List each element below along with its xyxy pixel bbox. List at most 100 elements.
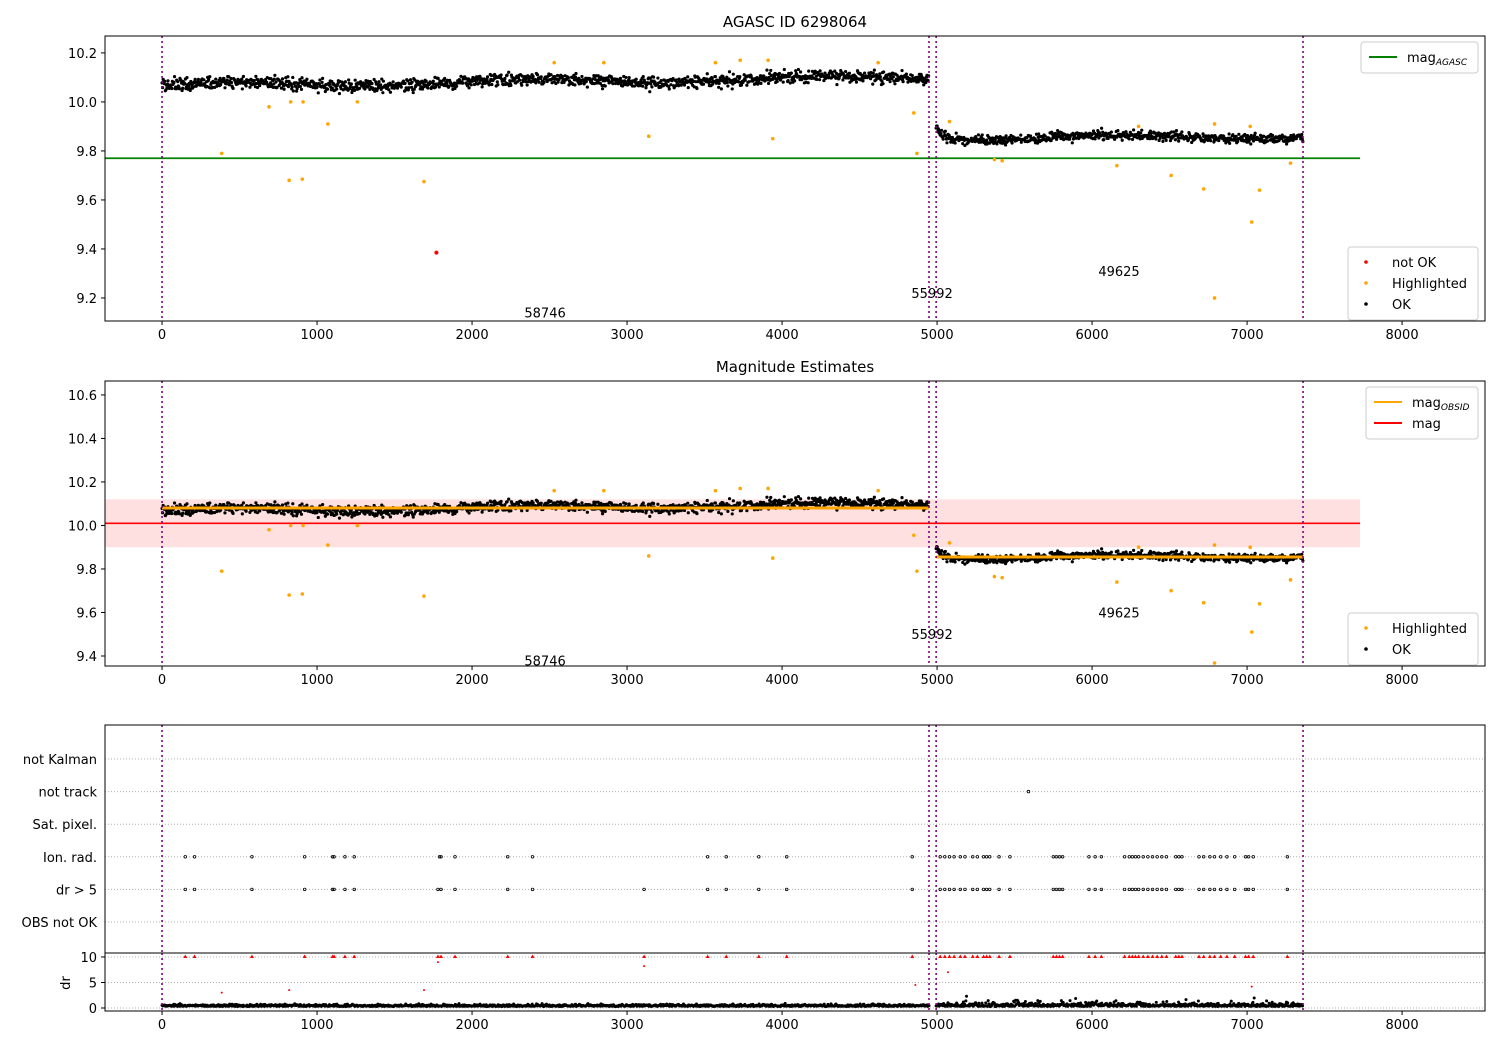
ok-point [290, 85, 294, 89]
ok-point [240, 87, 244, 91]
ok-point [900, 496, 904, 500]
ok-point [208, 75, 212, 79]
x-tick-label: 3000 [611, 328, 644, 343]
ok-point [580, 501, 584, 505]
ok-point [218, 502, 222, 507]
ok-point [381, 79, 385, 83]
highlighted-point [912, 111, 916, 115]
ok-point [177, 512, 182, 516]
x-tick-label: 6000 [1076, 673, 1109, 688]
ok-point [644, 86, 648, 90]
highlighted-point [287, 593, 291, 597]
ok-point [649, 82, 653, 86]
ok-point [794, 69, 798, 73]
ok-point [273, 73, 277, 77]
ok-point [183, 82, 187, 86]
ok-point [954, 551, 958, 555]
flag-point [1155, 887, 1159, 892]
flag-point [943, 887, 947, 892]
ok-point [573, 83, 577, 87]
ok-point [357, 86, 362, 90]
x-tick-label: 5000 [921, 328, 954, 343]
legend-label: Highlighted [1392, 277, 1467, 292]
highlighted-point [301, 523, 305, 528]
highlighted-point [1288, 578, 1293, 582]
highlighted-point [1212, 543, 1217, 547]
ok-point [1120, 138, 1124, 142]
flag-point [1246, 887, 1251, 892]
flag-point [1219, 855, 1223, 859]
highlighted-point [912, 533, 916, 538]
ok-point [807, 69, 811, 73]
ok-point [509, 83, 513, 88]
x-tick-label: 4000 [766, 673, 799, 688]
ok-point [357, 511, 362, 516]
ok-point [1186, 138, 1190, 142]
legend-label: not OK [1392, 256, 1437, 271]
ok-point [823, 71, 827, 75]
legend-box [1347, 246, 1479, 321]
ok-point [1060, 135, 1065, 139]
ok-point [939, 128, 944, 132]
ok-point [1102, 138, 1106, 142]
flag-point [1285, 855, 1290, 859]
flag-point [642, 887, 646, 892]
ok-point [520, 509, 524, 513]
ok-point [878, 72, 882, 76]
ok-point [177, 87, 182, 91]
ok-point [316, 91, 320, 95]
ok-point [1228, 560, 1232, 564]
ok-point [789, 71, 793, 75]
ok-point [1004, 134, 1008, 138]
ok-point [556, 80, 560, 84]
ok-point [769, 68, 773, 73]
ok-point [1095, 133, 1099, 138]
annotation: 55992 [911, 287, 952, 302]
ok-point [1109, 130, 1113, 134]
x-tick-label: 2000 [456, 673, 489, 688]
ok-point [1180, 550, 1184, 554]
ok-point [1037, 132, 1041, 136]
ok-point [993, 138, 997, 142]
ok-point [1161, 558, 1165, 563]
ok-point [308, 82, 312, 86]
highlighted-point [287, 178, 291, 183]
flag-point [1174, 887, 1178, 892]
ok-point [478, 74, 482, 78]
ok-point [591, 77, 595, 81]
ok-point [459, 74, 463, 78]
flag-point [1008, 855, 1012, 859]
highlighted-point [1249, 630, 1254, 634]
highlighted-point [766, 58, 770, 63]
flag-point [785, 855, 789, 859]
ok-point [279, 86, 283, 90]
ok-point [1177, 558, 1181, 562]
ok-point [1120, 557, 1124, 562]
flag-point [1122, 855, 1127, 859]
ok-point [871, 498, 875, 502]
ok-point [321, 76, 325, 80]
highlighted-point [219, 569, 224, 573]
ok-point [874, 73, 879, 77]
ok-point [1097, 131, 1102, 135]
ok-point [240, 77, 244, 81]
highlighted-point [1288, 161, 1293, 165]
ok-point [611, 82, 615, 86]
x-tick-label: 6000 [1076, 328, 1109, 343]
flag-point [1201, 855, 1206, 859]
ok-point [244, 509, 248, 513]
flag-point [1251, 887, 1255, 892]
ok-point [520, 500, 524, 505]
highlighted-point [1000, 575, 1004, 580]
ok-point [447, 84, 451, 88]
ok-point [443, 76, 447, 81]
flag-point [1099, 887, 1104, 892]
flag-point [938, 887, 942, 892]
ok-point [847, 71, 852, 75]
ok-point [730, 87, 734, 91]
flag-point [1146, 855, 1150, 859]
ok-point [343, 80, 348, 84]
flag-point [1232, 887, 1237, 892]
